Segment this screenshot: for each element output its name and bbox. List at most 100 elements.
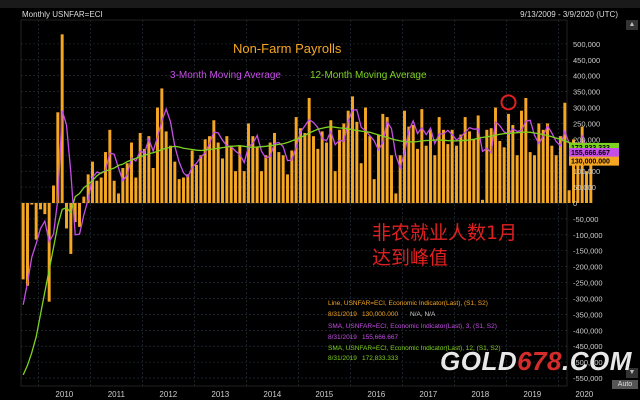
info-sma12-name: SMA, USNFAR=ECI, Economic Indicator(Last… (328, 345, 501, 352)
x-tick-label: 2013 (211, 390, 229, 399)
auto-scale-button[interactable]: Auto (612, 380, 638, 389)
nfp-bar (52, 185, 55, 203)
x-tick-label: 2015 (315, 390, 333, 399)
x-tick-label: 2019 (523, 390, 541, 399)
nfp-bar (238, 145, 242, 203)
nfp-bar (576, 142, 580, 203)
nfp-bar (273, 132, 276, 203)
nfp-bar (125, 163, 129, 203)
nfp-bar (567, 190, 571, 203)
nfp-bar (446, 144, 450, 203)
nfp-bar (229, 145, 233, 203)
nfp-bar (511, 125, 515, 203)
nfp-bar (203, 139, 207, 203)
nfp-bar (533, 155, 536, 203)
y-tick-label: -500,000 (573, 358, 603, 367)
nfp-bar (286, 174, 289, 203)
y-tick-label: 50,000 (573, 183, 596, 192)
nfp-bar (502, 147, 506, 203)
nfp-bar (424, 145, 428, 203)
nfp-bar (294, 117, 298, 203)
y-tick-label: -450,000 (573, 342, 603, 351)
info-sma12-value: 172,833.333 (362, 355, 399, 362)
y-tick-label: 100,000 (573, 167, 600, 176)
nfp-bar (377, 134, 380, 203)
info-bar-date: 8/31/2019 (328, 311, 357, 318)
nfp-bar (86, 174, 90, 203)
nfp-bar (550, 145, 554, 203)
nfp-bar (260, 171, 263, 203)
nfp-bar (333, 171, 337, 203)
nfp-bar (65, 203, 68, 229)
y-tick-label: -300,000 (573, 294, 603, 303)
nfp-bar (299, 128, 302, 203)
nfp-bar (520, 110, 523, 203)
nfp-bar (563, 102, 567, 203)
info-bar-value: 130,000.000 (362, 311, 399, 318)
y-tick-label: -400,000 (573, 326, 603, 335)
nfp-bar (416, 148, 419, 203)
y-tick-label: 450,000 (573, 56, 600, 65)
bar-layer (21, 34, 593, 302)
nfp-bar (117, 193, 120, 203)
bar-last-tag: 130,000.000 (571, 159, 610, 166)
nfp-bar (108, 129, 112, 203)
nfp-bar (472, 139, 476, 203)
nfp-bar (476, 115, 480, 203)
nfp-bar (134, 177, 138, 203)
info-sma3-name: SMA, USNFAR=ECI, Economic Indicator(Last… (328, 323, 497, 330)
nfp-bar (420, 109, 424, 203)
x-tick-label: 2014 (263, 390, 281, 399)
nfp-bar (112, 180, 116, 203)
nfp-bar (130, 142, 133, 203)
nfp-bar (381, 113, 385, 203)
y-tick-label: -250,000 (573, 279, 603, 288)
nfp-bar (385, 117, 389, 203)
nfp-bar (186, 174, 190, 203)
nfp-bar (281, 155, 285, 203)
y-tick-label: 350,000 (573, 88, 600, 97)
nfp-bar (463, 117, 467, 203)
axis-layer: 500,000 450,000 400,000 350,000 300,000 250,0… (55, 40, 602, 399)
nfp-bar (312, 136, 315, 203)
nfp-bar (121, 167, 125, 203)
nfp-bar (394, 193, 398, 203)
nfp-bar (459, 134, 463, 203)
nfp-bar (442, 129, 445, 203)
nfp-bar (507, 113, 510, 203)
nfp-bar (177, 179, 181, 203)
scroll-up-button[interactable]: ▲ (626, 20, 638, 30)
y-tick-label: -350,000 (573, 310, 603, 319)
scroll-down-button[interactable]: ▼ (626, 368, 638, 378)
nfp-bar (160, 88, 164, 203)
nfp-bar (91, 161, 94, 203)
sma3-last-tag-box (569, 148, 619, 158)
nfp-bar (277, 152, 281, 203)
nfp-bar (212, 120, 216, 203)
chart-title: Non-Farm Payrolls (233, 41, 342, 56)
nfp-bar (78, 203, 81, 227)
nfp-bar (481, 199, 484, 203)
nfp-bar (56, 112, 60, 203)
nfp-bar (173, 161, 177, 203)
nfp-bar (554, 155, 558, 203)
y-tick-label: 0 (573, 199, 577, 208)
x-tick-label: 2018 (471, 390, 489, 399)
nfp-bar (498, 140, 502, 203)
nfp-bar (199, 155, 203, 203)
info-sma12-date: 8/31/2019 (328, 355, 357, 362)
nfp-bar (247, 123, 250, 203)
nfp-bar (104, 152, 107, 203)
nfp-bar (225, 136, 229, 203)
nfp-bar (541, 129, 545, 203)
nfp-bar (398, 155, 402, 203)
nfp-bar (43, 203, 47, 215)
info-sma3-value: 155,666.667 (362, 334, 399, 341)
nfp-bar (411, 125, 415, 203)
nfp-bar (359, 163, 363, 203)
nfp-bar (251, 136, 255, 203)
watermark-logo: GOLD678.COM (440, 346, 632, 377)
chart-date-range: 9/13/2009 - 3/9/2020 (UTC) (520, 10, 618, 19)
nfp-bar (26, 203, 29, 286)
